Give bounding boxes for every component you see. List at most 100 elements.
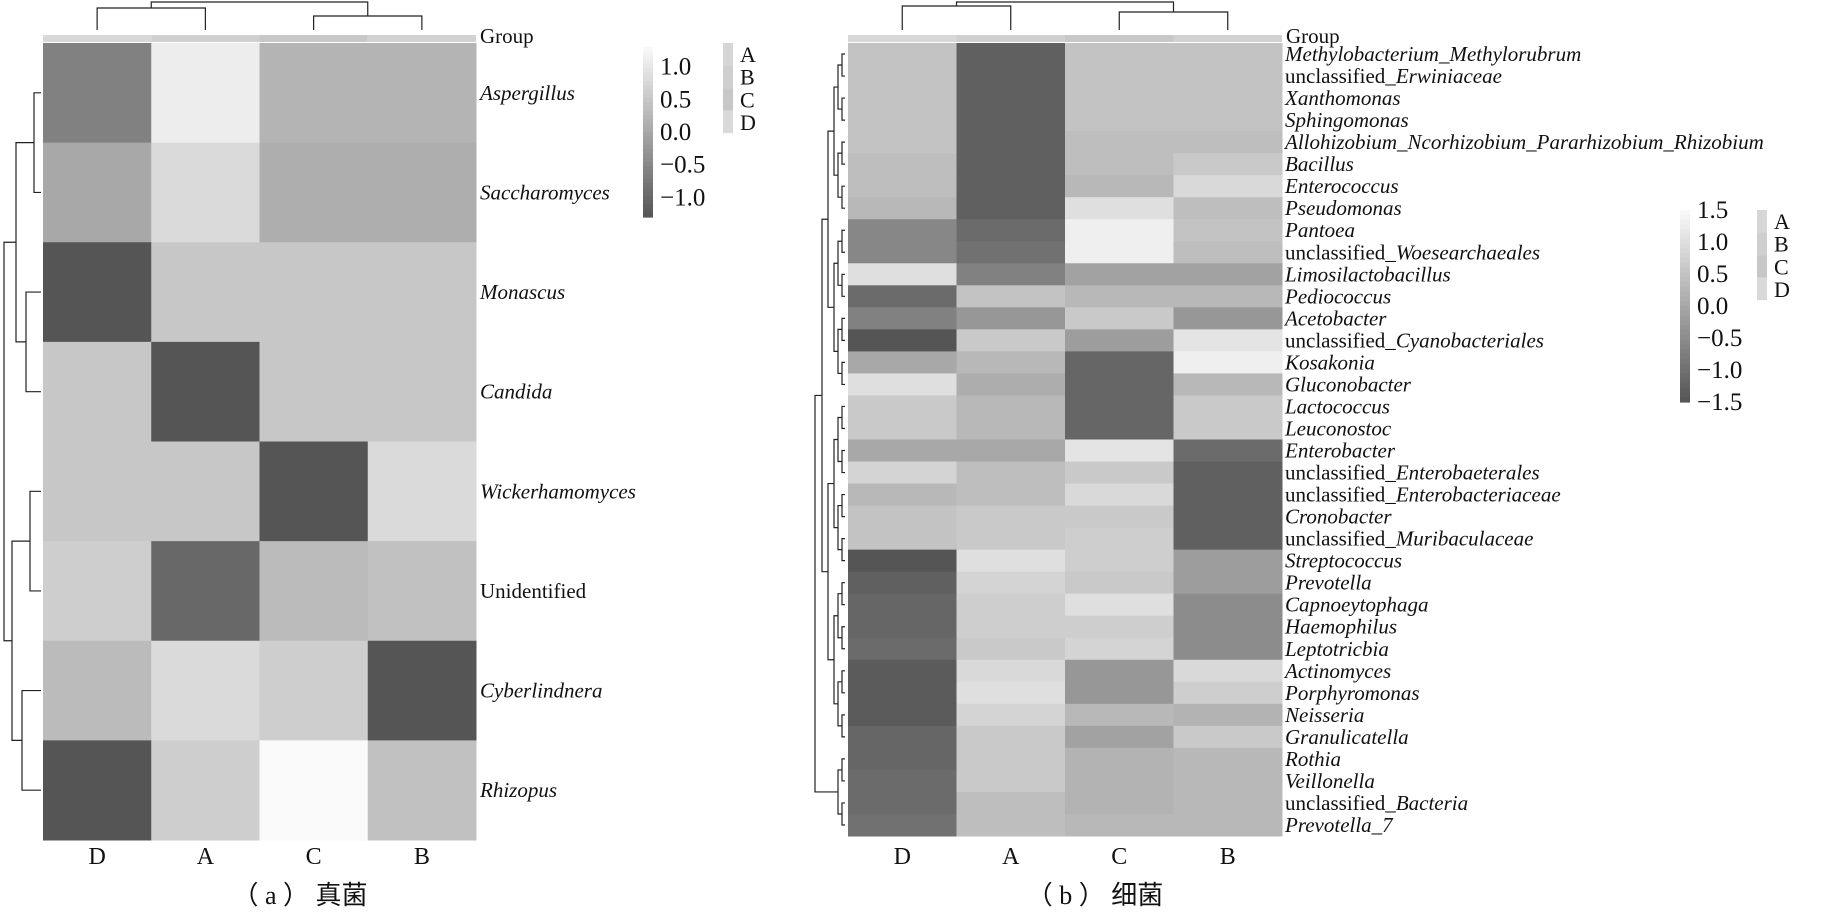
panel-a-scale-tick-3: −0.5 <box>660 152 705 179</box>
panel-a-scale-swatch-29 <box>643 170 653 176</box>
panel-b-cell-r13-cb <box>1173 329 1283 352</box>
panel-b-scale-tick-6: −1.5 <box>1697 389 1742 416</box>
panel-b-row-dendrogram-11 <box>841 538 845 562</box>
panel-b-group-legend-label-c: C <box>1774 254 1789 279</box>
panel-b-cell-r19-ca <box>956 461 1066 485</box>
panel-a-scale-swatch-21 <box>643 136 653 142</box>
panel-b-cell-r34-ca <box>956 791 1066 815</box>
panel-b-cell-r24-cd <box>848 571 957 595</box>
panel-b-cell-r17-cc <box>1065 417 1174 440</box>
panel-a-row-label-unidentified: Unidentified <box>480 579 587 603</box>
panel-a-scale-swatch-9 <box>643 85 653 91</box>
panel-b-cell-r29-cd <box>848 681 957 705</box>
panel-a-scale-swatch-3 <box>643 59 653 65</box>
panel-b-scale-swatch-20 <box>1680 306 1690 312</box>
panel-b-scale-swatch-23 <box>1680 320 1690 326</box>
panel-b-cell-r22-ca <box>956 527 1066 551</box>
panel-b-cell-r22-cd <box>848 527 957 551</box>
panel-b-column-label-b: B <box>1220 844 1236 870</box>
panel-b-cell-r35-cd <box>848 813 957 837</box>
panel-b-cell-r1-cd <box>848 65 957 88</box>
panel-a-caption: （ a ） 真菌 <box>232 881 367 910</box>
panel-b-group-legend-label-b: B <box>1774 232 1789 257</box>
panel-a-column-label-d: D <box>88 844 105 870</box>
panel-a-scale-swatch-31 <box>643 178 653 184</box>
panel-b-cell-r5-cb <box>1173 153 1283 176</box>
panel-b-cell-r6-cb <box>1173 175 1283 198</box>
panel-b-cell-r16-cc <box>1065 395 1174 418</box>
panel-b-cell-r6-ca <box>956 175 1066 198</box>
panel-a-group-legend-swatch-d <box>723 110 733 134</box>
panel-b-scale-swatch-8 <box>1680 248 1690 254</box>
panel-b-group-legend-label-a: A <box>1774 209 1790 234</box>
panel-b-scale-swatch-25 <box>1680 330 1690 336</box>
panel-b-cell-r7-cb <box>1173 197 1283 220</box>
panel-b-scale-swatch-22 <box>1680 315 1690 321</box>
panel-a-scale-swatch-38 <box>643 208 653 214</box>
panel-a-col-dendrogram-root <box>150 1 369 16</box>
panel-b-cell-r12-cd <box>848 307 957 330</box>
panel-a-cell-r1-ca <box>151 142 260 243</box>
panel-a-scale-swatch-4 <box>643 64 653 69</box>
panel-b-cell-r6-cc <box>1065 175 1174 198</box>
panel-b-row-label-unclassified-muribaculaceae: unclassified_Muribaculaceae <box>1285 527 1533 551</box>
panel-b-cell-r8-ca <box>956 219 1066 242</box>
panel-a-scale-swatch-39 <box>643 212 653 218</box>
panel-b-scale-swatch-19 <box>1680 301 1690 307</box>
panel-a-cell-r6-cb <box>367 640 477 741</box>
panel-b-scale-swatch-34 <box>1680 373 1690 379</box>
panel-a-row-label-candida: Candida <box>480 380 552 404</box>
panel-b-row-label-actinomyces: Actinomyces <box>1283 659 1391 683</box>
panel-b-group-bar-a <box>956 35 1065 42</box>
panel-b-scale-tick-2: 0.5 <box>1697 261 1728 288</box>
panel-b-cell-r29-cb <box>1173 681 1283 705</box>
panel-b-cell-r34-cb <box>1173 791 1283 815</box>
panel-b-cell-r19-cb <box>1173 461 1283 485</box>
panel-b-scale-swatch-21 <box>1680 310 1690 317</box>
panel-b-scale-tick-4: −0.5 <box>1697 325 1742 352</box>
panel-b-cell-r26-cb <box>1173 615 1283 639</box>
panel-b-row-dendrogram-33 <box>821 218 828 573</box>
panel-b-group-legend-label-d: D <box>1774 277 1790 302</box>
panel-b-scale-swatch-3 <box>1680 224 1690 230</box>
panel-b-cell-r3-cb <box>1173 109 1283 132</box>
panel-a-row-dendrogram-3 <box>29 490 41 592</box>
panel-b-cell-r2-ca <box>956 87 1066 110</box>
panel-b-cell-r1-ca <box>956 65 1066 88</box>
panel-b-scale-swatch-6 <box>1680 238 1690 245</box>
panel-b-cell-r7-ca <box>956 197 1066 220</box>
panel-b-cell-r25-cc <box>1065 593 1174 617</box>
panel-a-row-dendrogram-4 <box>21 689 41 791</box>
panel-b-group-bar-b <box>1173 35 1282 42</box>
panel-b-cell-r31-cb <box>1173 725 1283 749</box>
panel-b-cell-r1-cb <box>1173 65 1283 88</box>
panel-b-scale-swatch-16 <box>1680 286 1690 293</box>
panel-b-row-label-leptotricbia: Leptotricbia <box>1284 637 1389 661</box>
panel-b-cell-r35-cb <box>1173 813 1283 837</box>
panel-b-cell-r12-ca <box>956 307 1066 330</box>
panel-b-row-label-veillonella: Veillonella <box>1285 769 1375 793</box>
panel-b-scale-swatch-15 <box>1680 282 1690 288</box>
panel-a-row-label-aspergillus: Aspergillus <box>478 81 575 105</box>
panel-a-cell-r1-cc <box>259 142 369 243</box>
panel-b-row-label-streptococcus: Streptococcus <box>1285 549 1402 573</box>
panel-b-row-dendrogram-0 <box>841 53 845 77</box>
panel-a-cell-r1-cb <box>367 142 477 243</box>
panel-b-cell-r1-cc <box>1065 65 1174 88</box>
panel-b-row-dendrogram-16 <box>841 758 845 782</box>
panel-b-cell-r9-ca <box>956 241 1066 264</box>
panel-a-scale-swatch-14 <box>643 106 653 112</box>
panel-b-cell-r25-ca <box>956 593 1066 617</box>
panel-b-cell-r10-cd <box>848 263 957 286</box>
panel-b-cell-r8-cb <box>1173 219 1283 242</box>
panel-a-cell-r3-cb <box>367 341 477 442</box>
panel-a-cell-r4-cc <box>259 441 369 542</box>
panel-b-row-label-porphyromonas: Porphyromonas <box>1284 681 1420 705</box>
panel-b-scale-swatch-31 <box>1680 358 1690 365</box>
panel-a-group-bar-d <box>43 35 152 42</box>
panel-b-cell-r30-cd <box>848 703 957 727</box>
panel-b-cell-r21-cc <box>1065 505 1174 529</box>
panel-b-row-label-unclassified-woesearchaeales: unclassified_Woesearchaeales <box>1285 240 1540 264</box>
panel-b-cell-r2-cc <box>1065 87 1174 110</box>
panel-a-row-dendrogram-6 <box>11 540 30 741</box>
